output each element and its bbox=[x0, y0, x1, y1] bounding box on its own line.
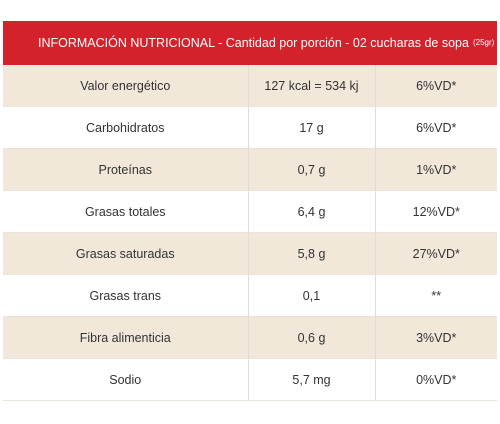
header-subtitle: - Cantidad por porción - 02 cucharas de … bbox=[218, 36, 469, 50]
table-cell: 27%VD* bbox=[375, 232, 497, 275]
table-row: Grasas totales 6,4 g 12%VD* bbox=[3, 190, 497, 233]
table-cell: Proteínas bbox=[3, 148, 249, 191]
table-cell: Grasas trans bbox=[3, 274, 249, 317]
table-row: Fibra alimenticia 0,6 g 3%VD* bbox=[3, 316, 497, 359]
table-row: Grasas saturadas 5,8 g 27%VD* bbox=[3, 232, 497, 275]
table-cell: Valor energético bbox=[3, 65, 249, 107]
table-cell: 0,6 g bbox=[248, 316, 376, 359]
table-cell: 0%VD* bbox=[375, 358, 497, 401]
table-cell: 5,7 mg bbox=[248, 358, 376, 401]
table-row: Carbohidratos 17 g 6%VD* bbox=[3, 106, 497, 149]
table-cell: Sodio bbox=[3, 358, 249, 401]
table-row: Valor energético 127 kcal = 534 kj 6%VD* bbox=[3, 65, 497, 107]
table-cell: 12%VD* bbox=[375, 190, 497, 233]
table-cell: Fibra alimenticia bbox=[3, 316, 249, 359]
table-row: Proteínas 0,7 g 1%VD* bbox=[3, 148, 497, 191]
nutrition-table: Valor energético 127 kcal = 534 kj 6%VD* Ca… bbox=[3, 65, 497, 401]
table-cell: 6%VD* bbox=[375, 65, 497, 107]
table-cell: Grasas saturadas bbox=[3, 232, 249, 275]
table-cell: 6%VD* bbox=[375, 106, 497, 149]
table-cell: 1%VD* bbox=[375, 148, 497, 191]
table-cell: 0,1 bbox=[248, 274, 376, 317]
table-cell: 0,7 g bbox=[248, 148, 376, 191]
table-cell: 5,8 g bbox=[248, 232, 376, 275]
header-title: INFORMACIÓN NUTRICIONAL bbox=[38, 36, 215, 50]
table-cell: 3%VD* bbox=[375, 316, 497, 359]
table-cell: Carbohidratos bbox=[3, 106, 249, 149]
table-cell: ** bbox=[375, 274, 497, 317]
table-cell: Grasas totales bbox=[3, 190, 249, 233]
table-cell: 17 g bbox=[248, 106, 376, 149]
table-row: Grasas trans 0,1 ** bbox=[3, 274, 497, 317]
table-cell: 6,4 g bbox=[248, 190, 376, 233]
table-body: Valor energético 127 kcal = 534 kj 6%VD* Ca… bbox=[3, 65, 497, 401]
table-row: Sodio 5,7 mg 0%VD* bbox=[3, 358, 497, 401]
table-cell: 127 kcal = 534 kj bbox=[248, 65, 376, 107]
header-note: (25gr) bbox=[472, 38, 495, 47]
table-header: INFORMACIÓN NUTRICIONAL - Cantidad por p… bbox=[3, 21, 497, 65]
